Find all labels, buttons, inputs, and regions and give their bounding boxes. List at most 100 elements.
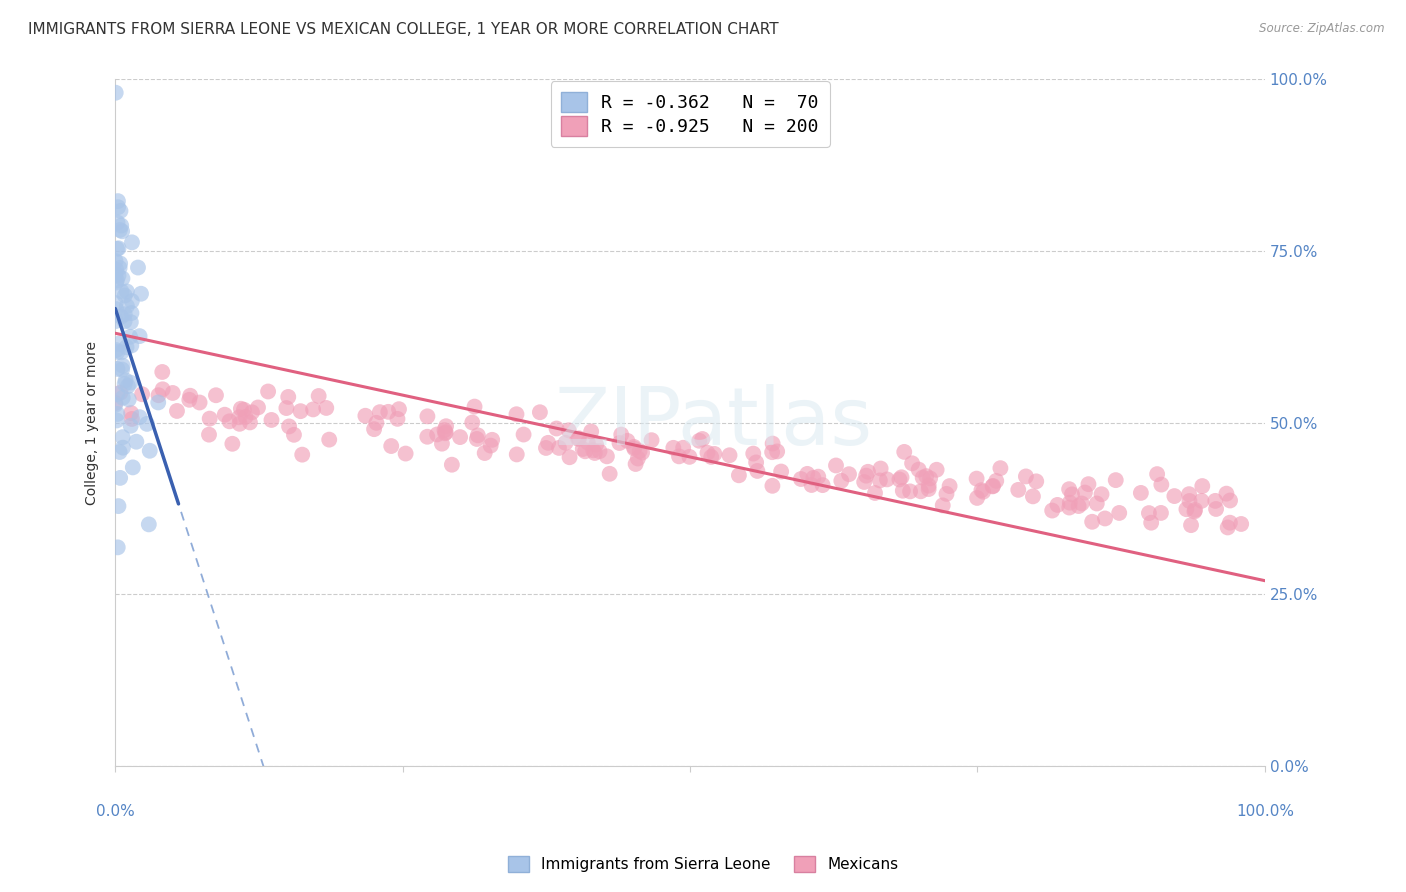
- Point: [198, 427, 221, 442]
- Point: [662, 441, 685, 455]
- Point: [110, 219, 132, 233]
- Point: [728, 468, 751, 483]
- Point: [380, 439, 402, 453]
- Point: [461, 416, 484, 430]
- Point: [434, 425, 457, 440]
- Point: [467, 428, 489, 442]
- Point: [1191, 494, 1213, 508]
- Point: [257, 384, 280, 399]
- Point: [1163, 489, 1185, 503]
- Point: [128, 410, 150, 425]
- Point: [198, 411, 221, 425]
- Point: [668, 450, 690, 464]
- Point: [120, 376, 142, 390]
- Point: [107, 194, 129, 208]
- Point: [105, 262, 128, 277]
- Point: [907, 462, 929, 476]
- Point: [150, 365, 173, 379]
- Point: [105, 413, 128, 427]
- Point: [574, 444, 596, 458]
- Point: [1046, 498, 1069, 512]
- Point: [481, 433, 503, 447]
- Point: [1204, 494, 1226, 508]
- Point: [221, 437, 243, 451]
- Point: [465, 432, 488, 446]
- Point: [1040, 503, 1063, 517]
- Point: [855, 468, 877, 483]
- Point: [1175, 502, 1198, 516]
- Point: [1090, 487, 1112, 501]
- Point: [1140, 516, 1163, 530]
- Point: [609, 436, 631, 450]
- Point: [247, 401, 270, 415]
- Point: [474, 446, 496, 460]
- Point: [981, 479, 1004, 493]
- Point: [853, 475, 876, 489]
- Point: [302, 402, 325, 417]
- Point: [925, 463, 948, 477]
- Point: [672, 441, 695, 455]
- Point: [107, 541, 129, 555]
- Point: [120, 406, 142, 420]
- Point: [277, 390, 299, 404]
- Point: [479, 439, 502, 453]
- Point: [1059, 500, 1081, 515]
- Point: [893, 445, 915, 459]
- Point: [838, 467, 860, 482]
- Point: [136, 417, 159, 431]
- Point: [911, 470, 934, 484]
- Point: [260, 413, 283, 427]
- Point: [111, 391, 134, 405]
- Point: [235, 409, 257, 424]
- Point: [1025, 475, 1047, 489]
- Point: [1215, 486, 1237, 500]
- Point: [121, 412, 143, 426]
- Point: [761, 445, 783, 459]
- Point: [416, 430, 439, 444]
- Point: [558, 450, 581, 465]
- Point: [107, 336, 129, 351]
- Point: [811, 478, 834, 492]
- Point: [1205, 502, 1227, 516]
- Point: [747, 464, 769, 478]
- Point: [107, 268, 129, 283]
- Point: [1178, 487, 1201, 501]
- Point: [121, 460, 143, 475]
- Point: [627, 451, 650, 466]
- Point: [125, 434, 148, 449]
- Point: [120, 330, 142, 344]
- Point: [938, 479, 960, 493]
- Point: [363, 422, 385, 436]
- Point: [1070, 496, 1092, 510]
- Point: [890, 470, 912, 484]
- Text: IMMIGRANTS FROM SIERRA LEONE VS MEXICAN COLLEGE, 1 YEAR OR MORE CORRELATION CHAR: IMMIGRANTS FROM SIERRA LEONE VS MEXICAN …: [28, 22, 779, 37]
- Point: [152, 382, 174, 396]
- Point: [935, 487, 957, 501]
- Point: [464, 400, 486, 414]
- Point: [354, 409, 377, 423]
- Point: [596, 450, 619, 464]
- Point: [120, 418, 142, 433]
- Point: [796, 467, 818, 481]
- Point: [107, 200, 129, 214]
- Point: [114, 373, 136, 387]
- Point: [582, 443, 605, 458]
- Point: [790, 472, 813, 486]
- Point: [104, 396, 127, 410]
- Point: [762, 436, 785, 450]
- Point: [110, 345, 132, 359]
- Point: [1216, 520, 1239, 534]
- Point: [623, 440, 645, 454]
- Point: [825, 458, 848, 473]
- Point: [966, 491, 988, 505]
- Point: [568, 431, 591, 445]
- Point: [110, 203, 132, 218]
- Point: [1219, 516, 1241, 530]
- Point: [104, 296, 127, 310]
- Point: [1150, 506, 1173, 520]
- Point: [990, 461, 1012, 475]
- Point: [761, 479, 783, 493]
- Point: [505, 407, 527, 421]
- Point: [110, 310, 132, 324]
- Point: [1007, 483, 1029, 497]
